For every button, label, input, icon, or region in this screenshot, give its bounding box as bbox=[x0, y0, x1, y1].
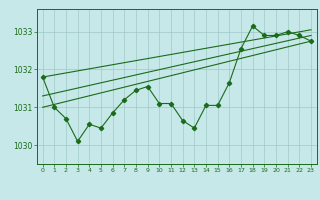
Text: Graphe pression niveau de la mer (hPa): Graphe pression niveau de la mer (hPa) bbox=[58, 185, 262, 194]
